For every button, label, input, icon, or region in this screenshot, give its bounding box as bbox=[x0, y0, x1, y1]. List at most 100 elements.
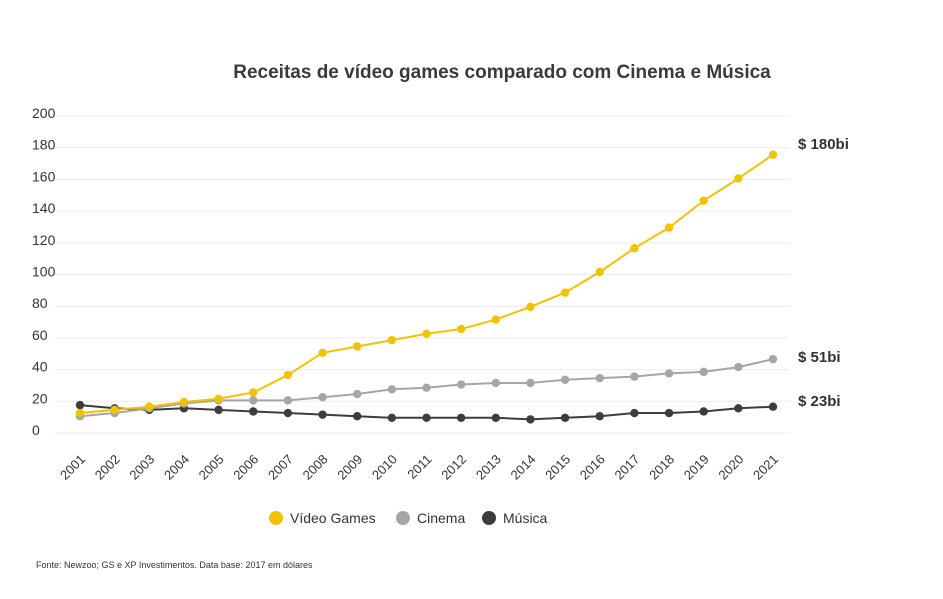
x-tick-label: 2015 bbox=[542, 452, 573, 483]
x-tick-label: 2020 bbox=[715, 452, 746, 483]
data-point bbox=[75, 400, 85, 410]
data-point bbox=[560, 288, 570, 297]
data-point bbox=[595, 267, 604, 277]
x-tick-label: 2004 bbox=[161, 452, 192, 483]
data-point bbox=[283, 408, 293, 418]
y-tick-label: 60 bbox=[32, 327, 48, 343]
legend-marker bbox=[396, 511, 410, 525]
y-tick-label: 0 bbox=[32, 422, 40, 438]
legend-item: Música bbox=[482, 510, 548, 526]
legend-label: Música bbox=[503, 510, 548, 526]
legend-label: Vídeo Games bbox=[290, 510, 376, 526]
data-point bbox=[353, 389, 362, 399]
data-point bbox=[630, 244, 639, 253]
x-tick-label: 2017 bbox=[611, 452, 642, 483]
data-point bbox=[318, 393, 327, 402]
x-tick-label: 2009 bbox=[334, 452, 365, 483]
x-tick-label: 2003 bbox=[126, 452, 157, 483]
data-point bbox=[283, 396, 293, 405]
data-point bbox=[734, 174, 743, 183]
data-point bbox=[664, 408, 674, 418]
y-tick-label: 120 bbox=[32, 232, 56, 248]
data-point bbox=[353, 342, 362, 351]
series bbox=[75, 150, 778, 424]
x-tick-label: 2016 bbox=[577, 452, 608, 483]
x-tick-label: 2001 bbox=[57, 452, 88, 483]
x-tick-label: 2010 bbox=[369, 452, 400, 483]
data-point bbox=[110, 405, 119, 415]
gridlines bbox=[55, 115, 790, 434]
data-point bbox=[595, 412, 604, 421]
legend-item: Cinema bbox=[396, 510, 465, 526]
data-point bbox=[734, 362, 743, 372]
data-point bbox=[560, 375, 570, 384]
data-point bbox=[768, 354, 778, 364]
data-point bbox=[249, 396, 258, 405]
source-note: Fonte: Newzoo; GS e XP Investimentos. Da… bbox=[36, 560, 313, 570]
y-tick-label: 80 bbox=[32, 295, 48, 311]
series-0 bbox=[75, 150, 778, 418]
data-point bbox=[560, 413, 570, 423]
data-point bbox=[353, 412, 362, 421]
data-point bbox=[630, 372, 639, 381]
data-point bbox=[249, 388, 258, 397]
data-point bbox=[283, 370, 293, 380]
data-point bbox=[318, 348, 327, 358]
data-point bbox=[734, 404, 743, 413]
data-point bbox=[456, 324, 466, 334]
x-axis-ticks: 2001 2002 2003 2004 2005 2006 2007 2008 2009 2010… bbox=[57, 452, 781, 483]
end-label: $ 51bi bbox=[798, 349, 841, 366]
data-point bbox=[768, 150, 778, 159]
y-tick-label: 180 bbox=[32, 137, 56, 153]
data-point bbox=[75, 408, 85, 418]
legend-item: Vídeo Games bbox=[269, 510, 376, 526]
x-tick-label: 2014 bbox=[508, 452, 539, 483]
x-tick-label: 2002 bbox=[92, 452, 123, 483]
data-point bbox=[699, 367, 708, 377]
x-tick-label: 2012 bbox=[438, 452, 469, 483]
y-tick-label: 40 bbox=[32, 359, 48, 375]
data-point bbox=[422, 329, 431, 339]
data-point bbox=[422, 413, 431, 423]
data-point bbox=[387, 385, 397, 394]
y-axis-ticks: 0 20 40 60 80 100 120 140 160 180 200 bbox=[32, 105, 56, 438]
legend-marker bbox=[269, 511, 283, 525]
data-point bbox=[630, 408, 639, 418]
data-point bbox=[145, 402, 154, 411]
data-point bbox=[664, 223, 674, 232]
data-point bbox=[456, 380, 466, 389]
data-point bbox=[526, 378, 535, 388]
data-point bbox=[491, 413, 500, 423]
x-tick-label: 2006 bbox=[230, 452, 261, 483]
data-point bbox=[491, 378, 500, 388]
data-point bbox=[526, 302, 535, 312]
data-point bbox=[491, 315, 500, 324]
y-tick-label: 140 bbox=[32, 200, 56, 216]
data-point bbox=[768, 402, 778, 411]
x-tick-label: 2021 bbox=[750, 452, 781, 483]
y-tick-label: 20 bbox=[32, 390, 48, 406]
data-point bbox=[699, 407, 708, 416]
data-point bbox=[526, 415, 535, 424]
data-point bbox=[318, 410, 327, 419]
x-tick-label: 2007 bbox=[265, 452, 296, 483]
x-tick-label: 2019 bbox=[681, 452, 712, 483]
x-tick-label: 2011 bbox=[404, 452, 434, 482]
data-point bbox=[387, 335, 397, 345]
x-tick-label: 2018 bbox=[646, 452, 677, 483]
legend: Vídeo Games Cinema Música bbox=[269, 510, 548, 526]
x-tick-label: 2005 bbox=[196, 452, 227, 483]
legend-marker bbox=[482, 511, 496, 525]
data-point bbox=[179, 397, 189, 407]
end-label: $ 180bi bbox=[798, 136, 849, 153]
legend-label: Cinema bbox=[417, 510, 465, 526]
data-point bbox=[387, 413, 397, 423]
data-point bbox=[699, 196, 708, 205]
x-tick-label: 2008 bbox=[300, 452, 331, 483]
y-tick-label: 160 bbox=[32, 168, 56, 184]
end-label: $ 23bi bbox=[798, 393, 841, 410]
data-point bbox=[456, 413, 466, 423]
data-point bbox=[214, 405, 223, 415]
end-labels: $ 180bi $ 51bi $ 23bi bbox=[798, 136, 849, 410]
